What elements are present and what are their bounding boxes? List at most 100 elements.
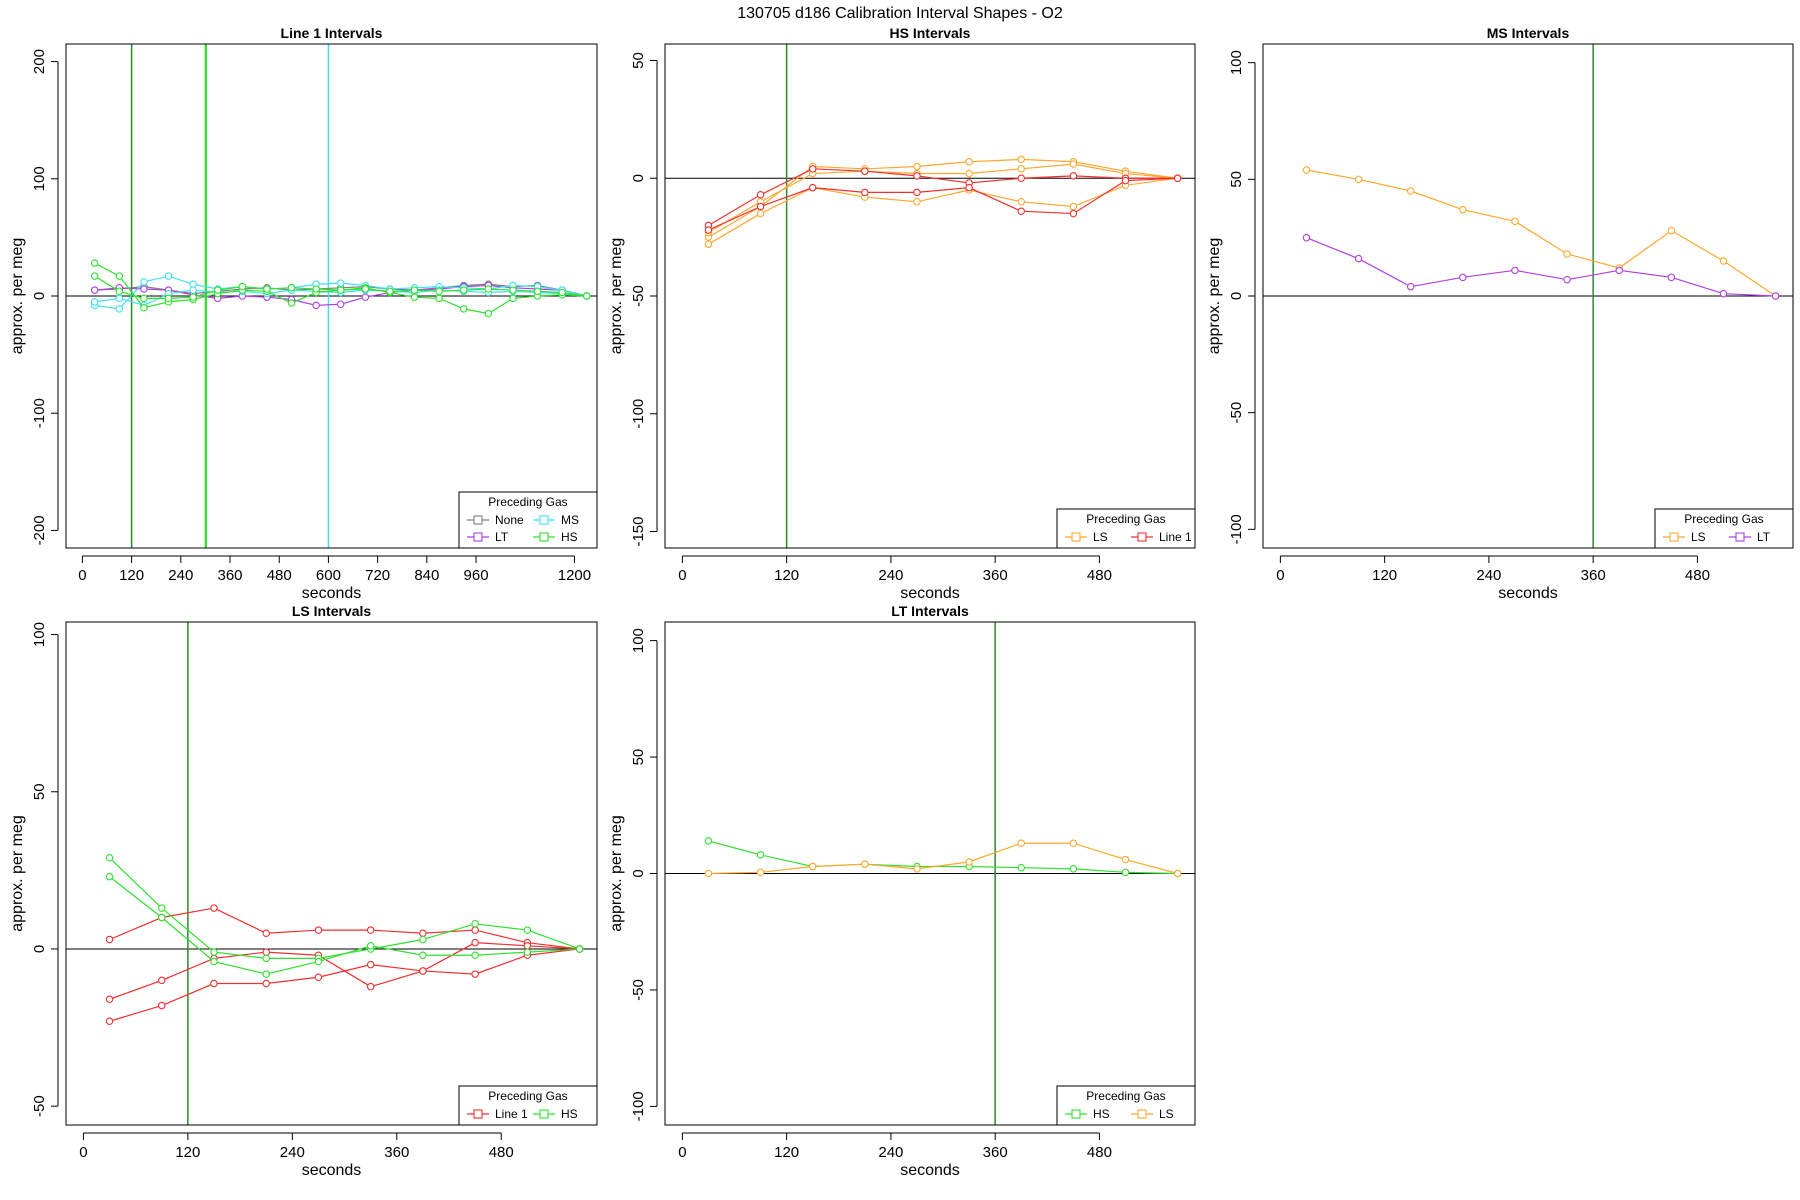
legend: Preceding Gas HS LS: [1056, 1085, 1196, 1126]
x-tick-label: 0: [678, 1144, 686, 1161]
data-point-lt: [1511, 266, 1519, 275]
data-point-hs: [419, 951, 427, 959]
data-point-line-1: [913, 188, 921, 197]
x-tick-label: 120: [175, 1144, 200, 1161]
data-point-ls: [965, 169, 973, 178]
data-point-ls: [1069, 160, 1078, 168]
data-point-ls: [913, 865, 921, 873]
series-line-line-1: [708, 177, 1178, 231]
plot-frame: [65, 43, 598, 549]
legend-swatch-marker: [1137, 532, 1147, 542]
data-point-hs: [471, 920, 479, 928]
data-point-lt: [1615, 266, 1623, 275]
data-point-hs: [484, 285, 493, 293]
data-point-lt: [1771, 292, 1780, 300]
x-tick-label: 840: [414, 567, 439, 584]
data-point-ls: [861, 860, 869, 868]
legend-label: LS: [1691, 530, 1706, 544]
data-point-line-1: [105, 995, 114, 1003]
legend-entry-ls: LS: [1663, 530, 1706, 544]
legend-entry-lt: LT: [1729, 530, 1771, 544]
series-line-line-1: [109, 907, 580, 950]
legend-entry-ls: LS: [1065, 530, 1108, 544]
data-point-hs: [312, 285, 320, 293]
legend-title: Preceding Gas: [1684, 512, 1763, 526]
data-point-line-1: [1017, 207, 1025, 215]
x-tick-label: 240: [1476, 567, 1501, 584]
x-tick-label: 240: [168, 567, 193, 584]
x-tick-label: 0: [79, 1144, 87, 1161]
data-point-line-1: [419, 967, 427, 975]
data-point-hs: [1069, 865, 1078, 873]
chart-title: LT Intervals: [891, 603, 969, 619]
data-point-hs: [459, 305, 468, 313]
data-point-ms: [115, 294, 124, 303]
x-tick-label: 120: [774, 1144, 799, 1161]
x-tick-label: 240: [280, 1144, 305, 1161]
data-point-hs: [1017, 863, 1025, 872]
plot-frame: [1262, 43, 1794, 549]
data-point-lt: [1302, 233, 1311, 242]
x-tick-label: 120: [1372, 567, 1397, 584]
data-point-hs: [105, 854, 114, 862]
x-tick-label: 960: [464, 567, 489, 584]
data-point-hs: [410, 293, 419, 301]
y-tick-label: -50: [630, 979, 647, 1001]
data-point-lt: [1459, 273, 1467, 282]
data-point-line-1: [262, 979, 270, 988]
data-point-hs: [158, 904, 166, 912]
series-line-ls: [708, 163, 1178, 233]
data-point-hs: [105, 872, 114, 881]
data-point-hs: [386, 287, 394, 296]
data-point-ms: [90, 298, 99, 306]
data-point-hs: [158, 913, 166, 922]
data-point-line-1: [366, 960, 375, 969]
data-point-ls: [1563, 250, 1571, 258]
y-tick-label: 100: [1228, 50, 1245, 75]
legend-label: LT: [1757, 530, 1771, 544]
legend: Preceding Gas LS LT: [1654, 508, 1794, 549]
chart-title: HS Intervals: [890, 25, 971, 41]
x-axis-label: seconds: [302, 1162, 362, 1179]
data-point-ls: [1017, 165, 1025, 173]
y-tick-label: 50: [630, 52, 647, 69]
y-tick-label: 0: [31, 945, 48, 953]
legend-label: LS: [1159, 1107, 1174, 1121]
data-point-ls: [1459, 205, 1467, 214]
x-tick-label: 1200: [558, 567, 591, 584]
x-tick-label: 240: [878, 1144, 903, 1161]
data-point-lt: [1563, 275, 1571, 284]
y-tick-label: -50: [630, 285, 647, 307]
data-point-lt: [1406, 282, 1415, 291]
data-point-hs: [1121, 868, 1130, 877]
legend-entry-lt: LT: [467, 530, 509, 544]
data-point-hs: [459, 286, 468, 294]
x-tick-label: 360: [217, 567, 242, 584]
x-tick-label: 120: [119, 567, 144, 584]
data-point-line-1: [105, 1017, 114, 1026]
data-point-line-1: [913, 172, 921, 180]
legend-entry-ls: LS: [1131, 1107, 1174, 1121]
x-tick-label: 360: [384, 1144, 409, 1161]
legend-label: MS: [561, 513, 579, 527]
data-point-line-1: [704, 226, 713, 234]
series-line-ls: [1306, 169, 1776, 297]
y-tick-label: 50: [630, 749, 647, 766]
figure-title: 130705 d186 Calibration Interval Shapes …: [737, 5, 1063, 22]
y-tick-label: 0: [630, 869, 647, 877]
x-axis-label: seconds: [900, 1162, 960, 1179]
data-point-line-1: [808, 165, 817, 173]
data-point-ls: [1069, 839, 1078, 847]
data-point-ms: [140, 278, 148, 286]
data-point-hs: [115, 272, 124, 280]
data-point-hs: [263, 285, 271, 293]
legend-box: [1056, 1085, 1196, 1126]
y-tick-label: 100: [31, 622, 48, 647]
chart-panel-line-1-intervals: Line 1 Intervals 0 120 240 360 480 600 720 840 96…: [9, 25, 598, 602]
legend-label: HS: [1093, 1107, 1110, 1121]
x-tick-label: 0: [1276, 567, 1284, 584]
data-point-hs: [210, 948, 218, 956]
x-tick-label: 480: [267, 567, 292, 584]
data-point-hs: [419, 935, 427, 944]
